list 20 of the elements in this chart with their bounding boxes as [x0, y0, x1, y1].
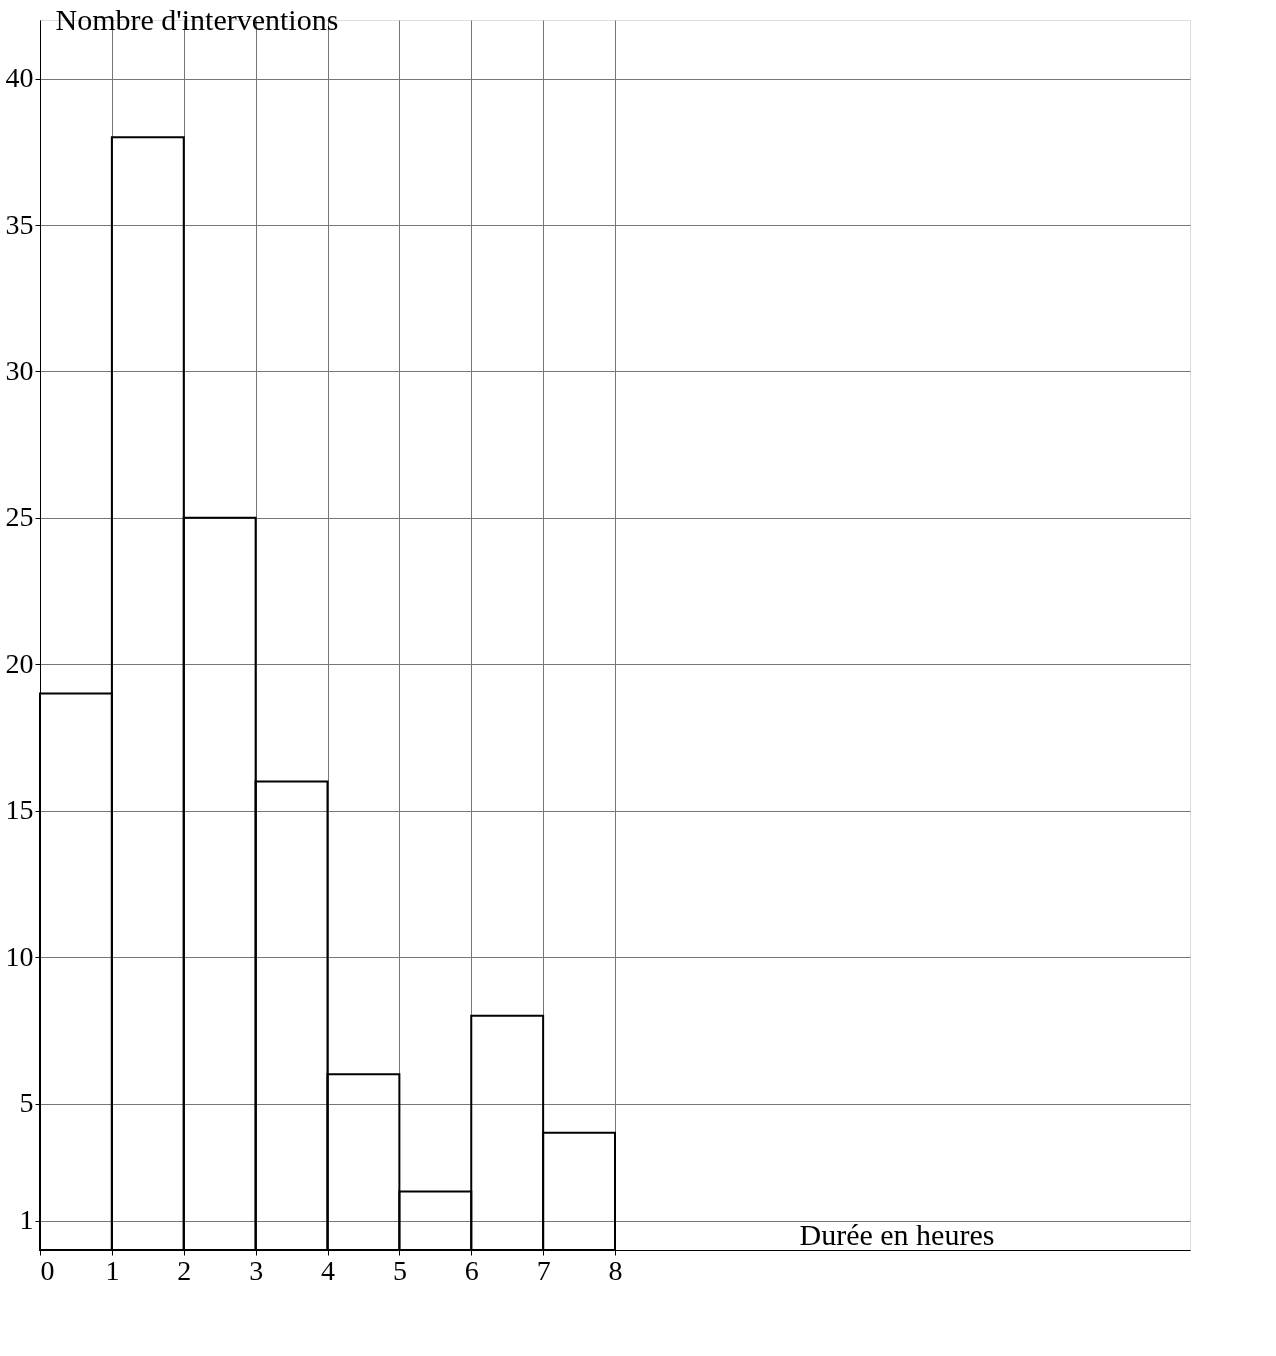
x-tick-label: 1 [105, 1254, 120, 1286]
x-tick-label: 3 [249, 1254, 264, 1286]
x-tick-label: 0 [40, 1254, 55, 1286]
y-tick-label: 15 [5, 794, 34, 826]
x-axis-title: Durée en heures [799, 1217, 995, 1251]
y-tick-label: 40 [5, 62, 34, 94]
x-tick-label: 6 [464, 1254, 479, 1286]
y-tick-label: 25 [5, 501, 34, 533]
y-tick-label: 1 [19, 1204, 34, 1236]
x-tick-label: 7 [536, 1254, 551, 1286]
x-tick-label: 8 [608, 1254, 623, 1286]
x-tick-label: 2 [177, 1254, 192, 1286]
y-tick-label: 20 [5, 647, 34, 679]
y-tick-label: 35 [5, 208, 34, 240]
y-axis-title: Nombre d'interventions [55, 2, 339, 36]
y-tick-label: 5 [19, 1087, 34, 1119]
x-tick-label: 4 [321, 1254, 335, 1286]
y-tick-label: 30 [5, 354, 34, 386]
y-tick-label: 10 [5, 940, 34, 972]
x-tick-label: 5 [392, 1254, 407, 1286]
